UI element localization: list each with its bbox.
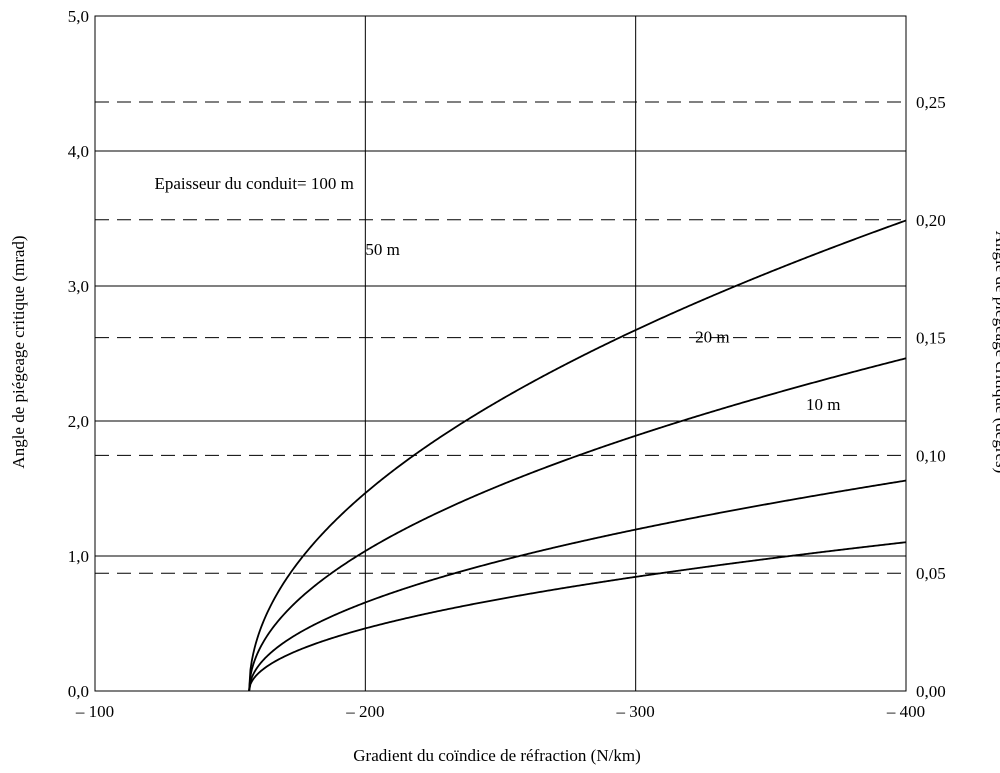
y-tick-label: 3,0 <box>68 277 89 296</box>
y2-tick-label: 0,15 <box>916 329 946 348</box>
x-tick-label: – 100 <box>75 702 114 721</box>
curve-label: Epaisseur du conduit= 100 m <box>154 174 353 193</box>
curve-label: 50 m <box>365 240 399 259</box>
y2-tick-label: 0,05 <box>916 564 946 583</box>
curve-group <box>248 219 907 692</box>
y-tick-label: 1,0 <box>68 547 89 566</box>
series-curve <box>248 541 907 692</box>
curve-label: 10 m <box>806 395 840 414</box>
grid-lines <box>95 16 906 691</box>
y-tick-label: 0,0 <box>68 682 89 701</box>
annotations: Epaisseur du conduit= 100 m 50 m 20 m 10 m <box>154 174 840 414</box>
plot-frame <box>94 15 907 692</box>
y2-tick-label: 0,20 <box>916 211 946 230</box>
x-axis-label: Gradient du coïndice de réfraction (N/km… <box>353 746 640 765</box>
series-curve <box>248 479 907 692</box>
series-curve <box>248 219 907 692</box>
curve-label: 20 m <box>695 328 729 347</box>
y2-axis-label: Angle de piégeage critique (degrés) <box>992 231 1000 474</box>
series-curve <box>248 357 907 692</box>
y-tick-label: 5,0 <box>68 7 89 26</box>
x-tick-label: – 400 <box>886 702 925 721</box>
y-tick-label: 4,0 <box>68 142 89 161</box>
tick-labels: 0,0 1,0 2,0 3,0 4,0 5,0 0,00 0,05 0,10 0,15 0,20 0,… <box>68 7 946 721</box>
y-tick-label: 2,0 <box>68 412 89 431</box>
y-axis-label: Angle de piégeage critique (mrad) <box>9 235 28 468</box>
y2-tick-label: 0,25 <box>916 93 946 112</box>
x-tick-label: – 300 <box>616 702 655 721</box>
y2-tick-label: 0,10 <box>916 446 946 465</box>
y2-tick-label: 0,00 <box>916 682 946 701</box>
x-tick-label: – 200 <box>345 702 384 721</box>
